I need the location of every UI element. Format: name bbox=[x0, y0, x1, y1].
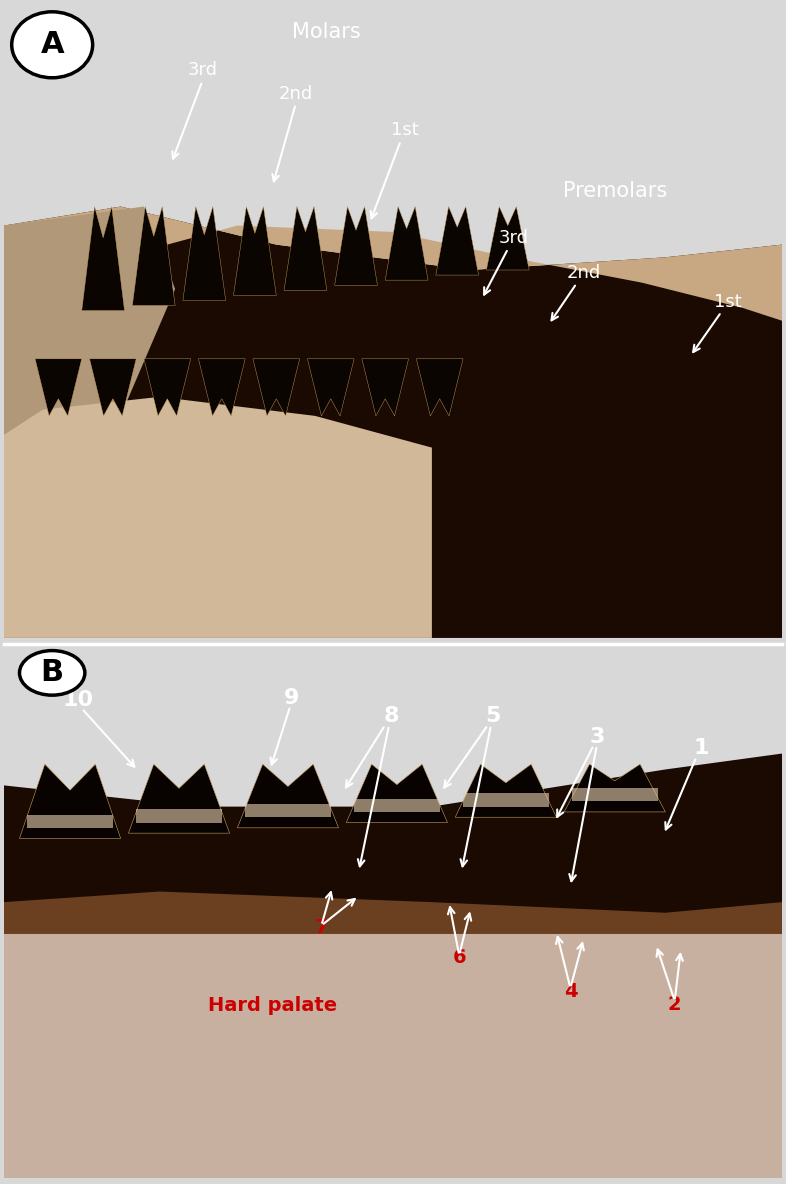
Polygon shape bbox=[417, 359, 463, 416]
Polygon shape bbox=[82, 206, 124, 310]
Text: 3rd: 3rd bbox=[187, 62, 218, 79]
Polygon shape bbox=[435, 206, 479, 275]
Polygon shape bbox=[4, 206, 175, 461]
Bar bbox=[354, 799, 439, 812]
Text: 1st: 1st bbox=[714, 292, 741, 310]
Polygon shape bbox=[253, 359, 299, 416]
Polygon shape bbox=[4, 892, 782, 934]
Polygon shape bbox=[132, 206, 175, 305]
Bar bbox=[245, 804, 331, 817]
Polygon shape bbox=[233, 206, 277, 295]
Polygon shape bbox=[20, 764, 121, 838]
Bar bbox=[463, 793, 549, 806]
Polygon shape bbox=[385, 206, 428, 281]
Text: 5: 5 bbox=[485, 707, 501, 727]
Bar bbox=[572, 789, 658, 802]
Polygon shape bbox=[35, 359, 82, 416]
Text: 2: 2 bbox=[668, 995, 681, 1014]
Text: Molars: Molars bbox=[292, 22, 362, 43]
Polygon shape bbox=[284, 206, 327, 290]
Polygon shape bbox=[347, 764, 447, 823]
Text: 9: 9 bbox=[285, 688, 299, 708]
Polygon shape bbox=[4, 902, 782, 1178]
Text: 2nd: 2nd bbox=[567, 264, 601, 282]
Text: 6: 6 bbox=[452, 948, 466, 967]
Polygon shape bbox=[307, 359, 354, 416]
Text: Premolars: Premolars bbox=[563, 181, 667, 201]
Polygon shape bbox=[335, 206, 377, 285]
Polygon shape bbox=[237, 764, 339, 828]
Bar bbox=[28, 815, 113, 828]
Text: 2nd: 2nd bbox=[278, 84, 313, 103]
Text: 4: 4 bbox=[564, 982, 577, 1000]
Text: 8: 8 bbox=[384, 707, 399, 727]
Text: 3: 3 bbox=[590, 727, 604, 747]
Polygon shape bbox=[4, 753, 782, 924]
Polygon shape bbox=[90, 359, 136, 416]
Polygon shape bbox=[362, 359, 409, 416]
Polygon shape bbox=[4, 397, 432, 638]
Text: 3rd: 3rd bbox=[498, 230, 529, 247]
Text: A: A bbox=[40, 31, 64, 59]
Polygon shape bbox=[144, 359, 191, 416]
Polygon shape bbox=[4, 206, 782, 384]
Polygon shape bbox=[564, 764, 666, 812]
Text: 1: 1 bbox=[693, 739, 709, 758]
Polygon shape bbox=[128, 764, 230, 834]
Text: 1st: 1st bbox=[391, 122, 419, 140]
Text: 10: 10 bbox=[62, 690, 94, 710]
Circle shape bbox=[12, 12, 93, 78]
Polygon shape bbox=[455, 764, 556, 817]
Polygon shape bbox=[4, 206, 782, 638]
Polygon shape bbox=[487, 206, 529, 270]
Circle shape bbox=[20, 650, 85, 695]
Text: 7: 7 bbox=[314, 918, 329, 937]
Polygon shape bbox=[199, 359, 245, 416]
Polygon shape bbox=[183, 206, 226, 301]
Bar bbox=[136, 810, 222, 823]
Text: Hard palate: Hard palate bbox=[208, 996, 337, 1015]
Text: B: B bbox=[41, 658, 64, 688]
